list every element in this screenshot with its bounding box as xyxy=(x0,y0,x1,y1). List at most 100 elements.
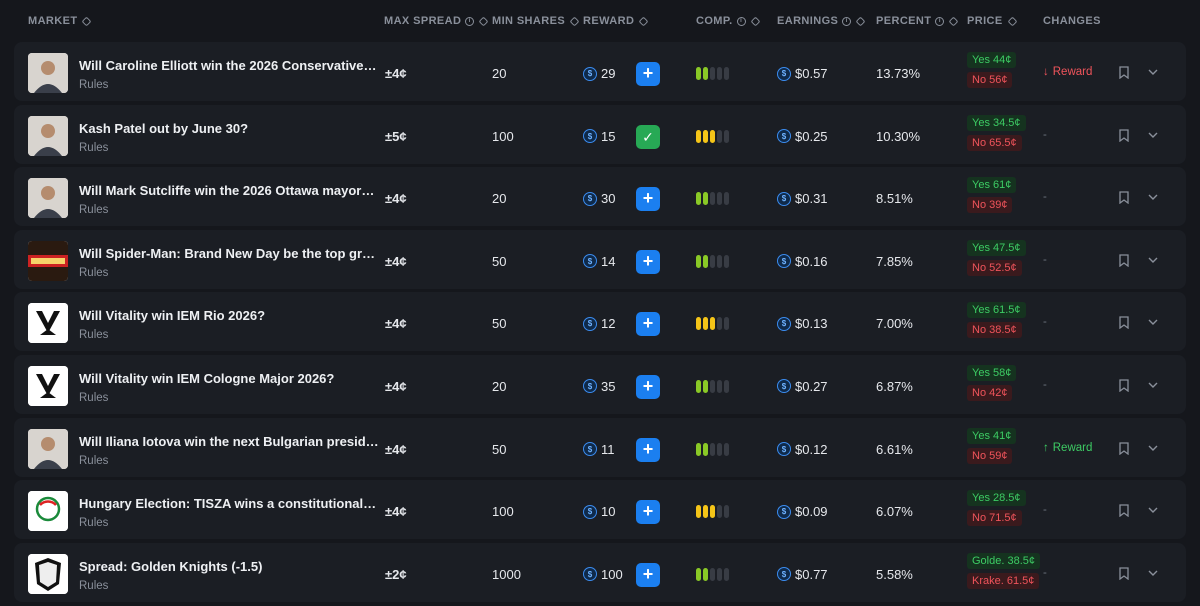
yes-price-badge[interactable]: Yes 41¢ xyxy=(967,427,1017,444)
earnings-amount: $0.25 xyxy=(795,128,828,144)
chevron-down-icon[interactable] xyxy=(1147,254,1159,266)
bookmark-icon[interactable] xyxy=(1119,66,1129,79)
col-comp[interactable]: COMP. i xyxy=(696,15,761,27)
change-label: Reward xyxy=(1052,66,1093,78)
add-market-button[interactable]: + xyxy=(636,437,660,462)
yes-price-badge[interactable]: Yes 61¢ xyxy=(967,177,1017,194)
earnings-amount: $0.77 xyxy=(795,566,828,582)
chevron-down-icon[interactable] xyxy=(1147,379,1159,391)
market-title[interactable]: Will Spider-Man: Brand New Day be the to… xyxy=(79,245,379,261)
col-max-spread[interactable]: MAX SPREAD i xyxy=(384,15,489,27)
chevron-down-icon[interactable] xyxy=(1147,129,1159,141)
yes-price-badge[interactable]: Golde. 38.5¢ xyxy=(967,552,1040,569)
reward-amount: 14 xyxy=(601,253,616,269)
rules-link[interactable]: Rules xyxy=(79,329,109,342)
competition-bar xyxy=(703,442,708,456)
bookmark-icon[interactable] xyxy=(1119,128,1129,142)
market-title[interactable]: Will Vitality win IEM Cologne Major 2026… xyxy=(79,370,335,386)
rules-link[interactable]: Rules xyxy=(79,391,109,404)
competition-bar xyxy=(703,505,708,519)
add-market-button[interactable]: + xyxy=(636,187,660,212)
market-title[interactable]: Hungary Election: TISZA wins a constitut… xyxy=(79,496,379,512)
table-row[interactable]: Will Iliana Iotova win the next Bulgaria… xyxy=(14,417,1186,477)
add-market-button[interactable]: + xyxy=(636,249,660,274)
col-reward[interactable]: REWARD xyxy=(583,15,649,27)
no-price-badge[interactable]: No 71.5¢ xyxy=(967,510,1022,527)
bookmark-icon[interactable] xyxy=(1119,191,1129,205)
add-market-button[interactable]: + xyxy=(636,500,660,525)
table-row[interactable]: Will Vitality win IEM Cologne Major 2026… xyxy=(14,354,1186,414)
yes-price-badge[interactable]: Yes 58¢ xyxy=(967,364,1017,381)
bookmark-icon[interactable] xyxy=(1119,567,1129,580)
no-price-badge[interactable]: No 52.5¢ xyxy=(967,259,1022,276)
market-title[interactable]: Kash Patel out by June 30? xyxy=(79,120,249,136)
chevron-down-icon[interactable] xyxy=(1147,442,1159,454)
yes-price-badge[interactable]: Yes 34.5¢ xyxy=(967,114,1026,131)
chevron-down-icon[interactable] xyxy=(1147,66,1159,78)
table-row[interactable]: Will Mark Sutcliffe win the 2026 Ottawa … xyxy=(14,167,1186,227)
no-price-badge[interactable]: No 59¢ xyxy=(967,447,1013,464)
rules-link[interactable]: Rules xyxy=(79,454,109,467)
market-title[interactable]: Will Iliana Iotova win the next Bulgaria… xyxy=(79,433,379,449)
competition-bar xyxy=(703,254,708,268)
reward-amount: 15 xyxy=(601,128,616,144)
col-percent[interactable]: PERCENT i xyxy=(876,15,959,27)
rules-link[interactable]: Rules xyxy=(79,141,109,154)
table-row[interactable]: Spread: Golden Knights (-1.5) Rules ±2¢ … xyxy=(14,542,1186,602)
add-market-button[interactable]: + xyxy=(636,312,660,337)
chevron-down-icon[interactable] xyxy=(1147,316,1159,328)
market-title[interactable]: Will Vitality win IEM Rio 2026? xyxy=(79,308,266,324)
rules-link[interactable]: Rules xyxy=(79,517,109,530)
add-market-button[interactable]: + xyxy=(636,374,660,399)
no-price-badge[interactable]: No 56¢ xyxy=(967,72,1013,88)
change-indicator: - xyxy=(1043,504,1047,516)
change-label: - xyxy=(1043,128,1047,141)
table-row[interactable]: Will Spider-Man: Brand New Day be the to… xyxy=(14,229,1186,289)
yes-price-badge[interactable]: Yes 61.5¢ xyxy=(967,302,1026,319)
table-row[interactable]: Will Vitality win IEM Rio 2026? Rules ±4… xyxy=(14,292,1186,352)
bookmark-icon[interactable] xyxy=(1119,504,1129,518)
earnings-value: $ $0.16 xyxy=(777,254,828,269)
table-row[interactable]: Will Caroline Elliott win the 2026 Conse… xyxy=(14,42,1186,101)
no-price-badge[interactable]: No 42¢ xyxy=(967,384,1013,401)
competition-meter xyxy=(696,379,729,393)
rules-link[interactable]: Rules xyxy=(79,204,109,217)
col-price[interactable]: PRICE xyxy=(967,15,1018,27)
market-title[interactable]: Will Mark Sutcliffe win the 2026 Ottawa … xyxy=(79,183,379,199)
bookmark-icon[interactable] xyxy=(1119,379,1129,392)
added-check-button[interactable]: ✓ xyxy=(636,124,660,149)
bookmark-icon[interactable] xyxy=(1119,441,1129,455)
no-price-badge[interactable]: No 65.5¢ xyxy=(967,134,1022,151)
yes-price-badge[interactable]: Yes 44¢ xyxy=(967,52,1017,68)
col-market[interactable]: MARKET xyxy=(28,15,92,27)
competition-bar xyxy=(724,192,729,206)
add-market-button[interactable]: + xyxy=(636,62,660,86)
add-market-button[interactable]: + xyxy=(636,562,660,587)
table-row[interactable]: Kash Patel out by June 30? Rules ±5¢ 100… xyxy=(14,104,1186,164)
chevron-down-icon[interactable] xyxy=(1147,504,1159,516)
no-price-badge[interactable]: No 38.5¢ xyxy=(967,322,1022,339)
competition-bar xyxy=(710,67,715,80)
col-earnings[interactable]: EARNINGS i xyxy=(777,15,866,27)
market-title[interactable]: Spread: Golden Knights (-1.5) xyxy=(79,558,263,574)
chevron-down-icon[interactable] xyxy=(1147,191,1159,203)
table-row[interactable]: Hungary Election: TISZA wins a constitut… xyxy=(14,480,1186,540)
no-price-badge[interactable]: No 39¢ xyxy=(967,197,1013,214)
price-cell: Yes 44¢ No 56¢ xyxy=(967,52,1017,88)
min-shares-value: 100 xyxy=(492,128,514,144)
competition-bar xyxy=(724,67,729,80)
yes-price-badge[interactable]: Yes 47.5¢ xyxy=(967,239,1026,256)
market-title[interactable]: Will Caroline Elliott win the 2026 Conse… xyxy=(79,58,379,73)
change-indicator: - xyxy=(1043,129,1047,141)
rules-link[interactable]: Rules xyxy=(79,579,109,592)
bookmark-icon[interactable] xyxy=(1119,254,1129,267)
col-min-shares[interactable]: MIN SHARES xyxy=(492,15,580,27)
no-price-badge[interactable]: Krake. 61.5¢ xyxy=(967,572,1040,589)
competition-bar xyxy=(717,129,722,143)
min-shares-value: 50 xyxy=(492,441,507,457)
rules-link[interactable]: Rules xyxy=(79,79,109,91)
yes-price-badge[interactable]: Yes 28.5¢ xyxy=(967,490,1026,507)
rules-link[interactable]: Rules xyxy=(79,266,109,279)
bookmark-icon[interactable] xyxy=(1119,316,1129,330)
chevron-down-icon[interactable] xyxy=(1147,567,1159,579)
